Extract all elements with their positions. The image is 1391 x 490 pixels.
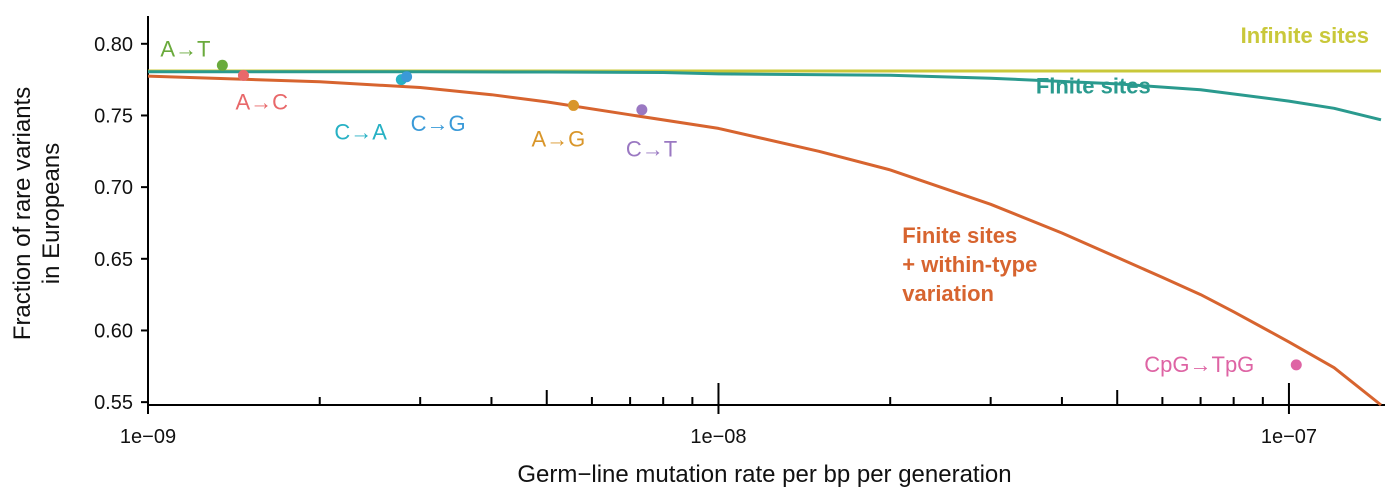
series-annotation: Finite sites <box>1036 73 1151 98</box>
series-line-1 <box>148 70 1382 122</box>
series-annotation: Finite sites + within-type variation <box>902 223 1037 306</box>
mutation-label: A→T <box>160 36 210 61</box>
data-points <box>216 59 1302 371</box>
y-axis-title: Fraction of rare variantsin Europeans <box>9 87 65 340</box>
mutation-label: CpG→TpG <box>1144 352 1254 377</box>
mutation-label: A→G <box>531 126 585 151</box>
series-lines <box>147 69 1382 407</box>
y-tick-label: 0.60 <box>94 320 133 342</box>
mutation-point <box>567 99 579 111</box>
x-tick-label: 1e−08 <box>690 426 746 448</box>
x-tick-label: 1e−09 <box>120 426 176 448</box>
y-tick-label: 0.55 <box>94 392 133 414</box>
series-annotation-line: + within-type <box>902 252 1037 277</box>
series-annotation-line: Finite sites <box>902 223 1017 248</box>
labels: Infinite sites Finite sites Finite sites + … <box>160 23 1369 377</box>
mutation-point <box>237 69 249 81</box>
y-tick-label: 0.80 <box>94 34 133 56</box>
y-tick-label: 0.70 <box>94 177 133 199</box>
mutation-point <box>1290 359 1302 371</box>
mutation-point <box>401 71 413 83</box>
axes: 0.80 0.75 0.70 0.65 0.60 0.55 1e−09 1e−08 1e−07 G… <box>9 16 1385 488</box>
mutation-label: C→T <box>626 137 677 162</box>
y-axis-title-line: in Europeans <box>38 143 65 284</box>
x-axis-title: Germ−line mutation rate per bp per gener… <box>517 461 1011 488</box>
mutation-point <box>636 104 648 116</box>
series-line-2 <box>147 74 1382 407</box>
y-tick-label: 0.65 <box>94 249 133 271</box>
series-annotation-line: variation <box>902 281 994 306</box>
mutation-point <box>216 59 228 71</box>
series-annotation: Infinite sites <box>1241 23 1369 48</box>
mutation-label: A→C <box>235 89 288 114</box>
mutation-label: C→G <box>411 111 466 136</box>
y-axis-title-line: Fraction of rare variants <box>9 87 36 340</box>
mutation-label: C→A <box>334 120 387 145</box>
x-tick-label: 1e−07 <box>1261 426 1317 448</box>
y-tick-label: 0.75 <box>94 105 133 127</box>
